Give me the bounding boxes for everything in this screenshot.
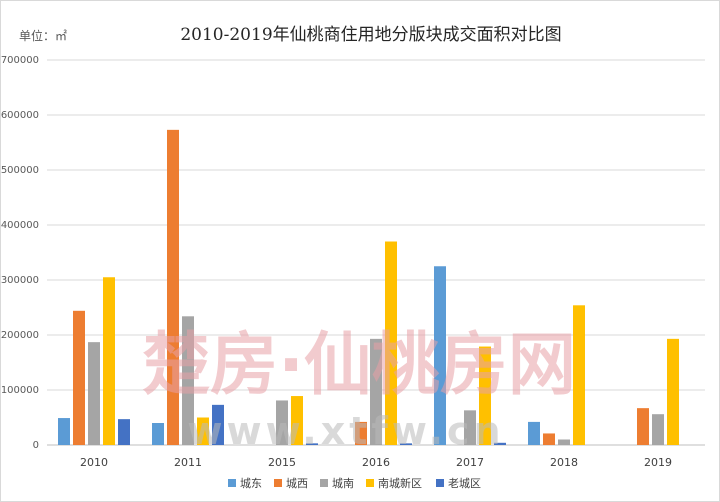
- legend: 城东 城西 城南 南城新区 老城区: [228, 476, 481, 490]
- legend-swatch: [228, 479, 236, 487]
- bar: [479, 346, 491, 445]
- bar: [167, 129, 179, 445]
- y-tick-label: 0: [33, 440, 39, 451]
- y-axis-ticks: 0 100000 200000 300000 400000 500000 600000 700…: [1, 55, 39, 451]
- bar: [182, 316, 194, 445]
- legend-swatch: [274, 479, 282, 487]
- x-tick-label: 2015: [268, 456, 296, 469]
- legend-label: 南城新区: [378, 476, 422, 490]
- bar: [573, 305, 585, 445]
- watermark: 楚房·仙桃房网 www.xtfw.cn: [142, 326, 576, 453]
- bar: [103, 277, 115, 445]
- legend-swatch: [436, 479, 444, 487]
- legend-swatch: [366, 479, 374, 487]
- bars: [58, 129, 679, 445]
- bar: [88, 342, 100, 445]
- bar: [197, 417, 209, 445]
- watermark-text: 楚房·仙桃房网: [142, 326, 576, 405]
- bar: [528, 421, 540, 445]
- y-tick-label: 700000: [1, 55, 39, 66]
- bar: [494, 442, 506, 445]
- y-tick-label: 400000: [1, 220, 39, 231]
- bar: [306, 443, 318, 445]
- bar: [558, 439, 570, 445]
- x-tick-label: 2017: [456, 456, 484, 469]
- bar: [276, 400, 288, 445]
- y-tick-label: 100000: [1, 385, 39, 396]
- bar: [385, 241, 397, 445]
- legend-label: 城西: [286, 477, 308, 490]
- bar: [637, 408, 649, 445]
- bar: [58, 418, 70, 445]
- x-tick-label: 2018: [550, 456, 578, 469]
- bar: [152, 423, 164, 445]
- bar: [543, 433, 555, 445]
- bar: [212, 404, 224, 445]
- legend-label: 城南: [332, 477, 354, 490]
- y-tick-label: 200000: [1, 330, 39, 341]
- x-tick-label: 2019: [644, 456, 672, 469]
- bar: [434, 266, 446, 445]
- legend-label: 老城区: [448, 477, 481, 490]
- bar: [652, 414, 664, 445]
- bar: [464, 410, 476, 445]
- bar: [400, 443, 412, 445]
- x-tick-label: 2011: [174, 456, 202, 469]
- watermark-url: www.xtfw.cn: [187, 409, 504, 453]
- legend-label: 城东: [240, 477, 262, 490]
- unit-label: 单位：㎡: [19, 28, 67, 43]
- x-axis-ticks: 2010 2011 2015 2016 2017 2018 2019: [80, 456, 672, 469]
- legend-swatch: [320, 479, 328, 487]
- bar: [118, 419, 130, 445]
- x-tick-label: 2010: [80, 456, 108, 469]
- chart-title: 2010-2019年仙桃商住用地分版块成交面积对比图: [180, 25, 561, 45]
- x-tick-label: 2016: [362, 456, 390, 469]
- y-tick-label: 600000: [1, 110, 39, 121]
- bar: [291, 396, 303, 445]
- bar: [667, 338, 679, 445]
- bar: [73, 310, 85, 445]
- y-tick-label: 500000: [1, 165, 39, 176]
- y-tick-label: 300000: [1, 275, 39, 286]
- bar: [355, 421, 367, 445]
- gridlines: [47, 59, 705, 446]
- bar: [370, 338, 382, 445]
